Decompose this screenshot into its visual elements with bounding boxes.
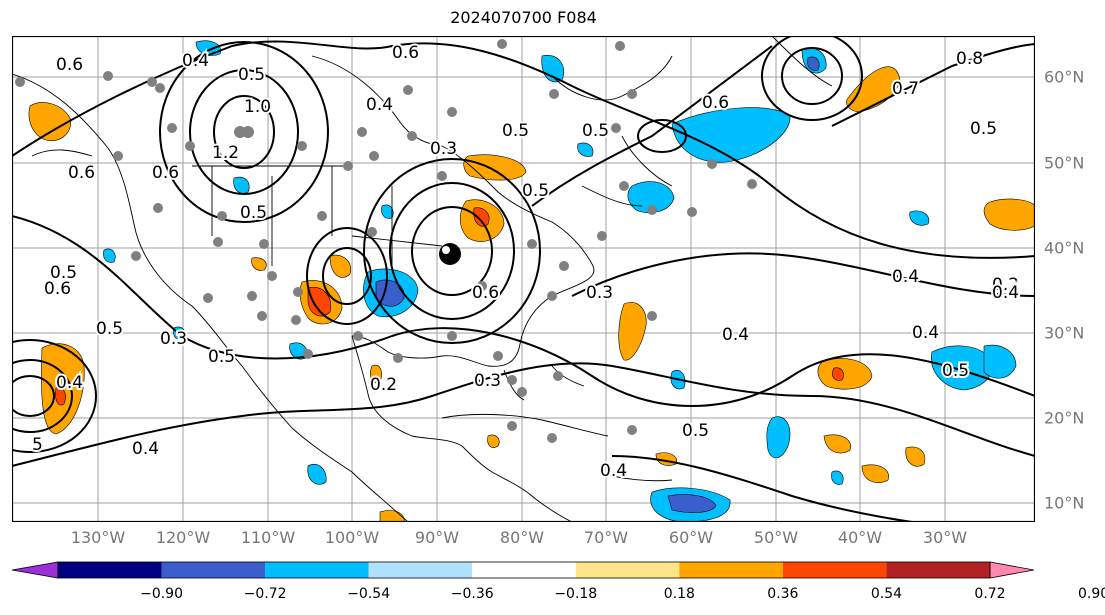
latitude-label: 50°N bbox=[1044, 153, 1085, 173]
contour-label: 0.4 bbox=[182, 51, 209, 71]
colorbar-segment bbox=[368, 562, 473, 578]
contour-label: 0.3 bbox=[474, 371, 501, 391]
map-title: 2024070700 F084 bbox=[450, 8, 597, 27]
contour-label: 0.4 bbox=[992, 283, 1019, 303]
colorbar-segment bbox=[58, 562, 162, 578]
contour-label: 0.5 bbox=[50, 263, 77, 283]
colorbar-tick-label: −0.90 bbox=[140, 586, 183, 602]
contour-label: 0.4 bbox=[912, 323, 939, 343]
contour-label: 0.3 bbox=[430, 139, 457, 159]
longitude-label: 100°W bbox=[324, 528, 380, 547]
longitude-label: 120°W bbox=[155, 528, 211, 547]
contour-label: 0.2 bbox=[370, 375, 397, 395]
contour-label: 0.3 bbox=[160, 329, 187, 349]
map-plot: 0.6 0.40.50.60.40.50.30.50.50.60.80.70.51… bbox=[12, 36, 1035, 522]
graticule bbox=[12, 36, 1035, 522]
contour-label: 0.5 bbox=[238, 65, 265, 85]
contour-label: 0.5 bbox=[208, 347, 235, 367]
shaded-fields bbox=[28, 40, 1035, 522]
contour-label: 1.0 bbox=[244, 97, 271, 117]
contours bbox=[12, 36, 1035, 522]
colorbar-tick-label: −0.18 bbox=[554, 586, 598, 602]
colorbar bbox=[11, 561, 1035, 579]
colorbar-tick-label: 0.18 bbox=[663, 586, 695, 602]
colorbar-extend-high bbox=[989, 561, 1035, 579]
latitude-label: 10°N bbox=[1044, 493, 1085, 513]
contour-label: 0.5 bbox=[502, 121, 529, 141]
colorbar-tick-label: −0.36 bbox=[450, 586, 494, 602]
contour-label: 0.8 bbox=[956, 49, 983, 69]
contour-label: 0.6 bbox=[56, 55, 83, 75]
colorbar-extend-low bbox=[11, 561, 59, 579]
contour-labels: 0.6 0.40.50.60.40.50.30.50.50.60.80.70.51… bbox=[30, 41, 1021, 483]
colorbar-segment bbox=[575, 562, 680, 578]
colorbar-segment bbox=[161, 562, 266, 578]
longitude-label: 110°W bbox=[240, 528, 296, 547]
contour-label: 0.4 bbox=[600, 461, 627, 481]
longitude-label: 70°W bbox=[583, 528, 629, 547]
longitude-label: 60°W bbox=[668, 528, 714, 547]
contour-label: 0.5 bbox=[240, 203, 267, 223]
contour-label: 0.4 bbox=[892, 267, 919, 287]
contour-label: 0.5 bbox=[582, 121, 609, 141]
longitude-label: 90°W bbox=[414, 528, 460, 547]
contour-label: 0.4 bbox=[132, 439, 159, 459]
colorbar-segment bbox=[265, 562, 369, 578]
latitude-label: 30°N bbox=[1044, 323, 1085, 343]
longitude-label: 40°W bbox=[837, 528, 883, 547]
contour-label: 0.4 bbox=[366, 95, 393, 115]
colorbar-tick-label: −0.72 bbox=[243, 586, 287, 602]
colorbar-segment bbox=[472, 562, 576, 578]
latitude-label: 20°N bbox=[1044, 408, 1085, 428]
contour-label: 0.3 bbox=[586, 283, 613, 303]
contour-label: 0.5 bbox=[96, 319, 123, 339]
latitude-label: 40°N bbox=[1044, 238, 1085, 258]
contour-label: 0.6 bbox=[68, 163, 95, 183]
contour-label: 0.5 bbox=[970, 119, 997, 139]
colorbar-segment bbox=[886, 562, 990, 578]
contour-label: 0.2 bbox=[992, 275, 1019, 295]
contour-label: 0.6 bbox=[472, 283, 499, 303]
latitude-label: 60°N bbox=[1044, 67, 1085, 87]
colorbar-tick-label: 0.90 bbox=[1077, 586, 1105, 602]
longitude-label: 50°W bbox=[753, 528, 799, 547]
contour-label: 0.7 bbox=[892, 79, 919, 99]
contour-label: 0.4 bbox=[56, 373, 83, 393]
contour-label: 0.6 bbox=[44, 279, 71, 299]
contour-label: 0.5 bbox=[682, 421, 709, 441]
low-center-marker bbox=[439, 243, 461, 265]
coastlines bbox=[12, 36, 833, 522]
colorbar-segment bbox=[782, 562, 887, 578]
colorbar-tick-label: 0.72 bbox=[974, 586, 1006, 602]
contour-label: 0.6 bbox=[152, 163, 179, 183]
contour-label: 5 bbox=[32, 435, 43, 455]
colorbar-tick-label: 0.36 bbox=[767, 586, 799, 602]
contour-label: 0.5 bbox=[942, 361, 969, 381]
longitude-label: 30°W bbox=[922, 528, 968, 547]
contour-label: 0.6 bbox=[702, 93, 729, 113]
station-markers bbox=[15, 39, 757, 443]
colorbar-segment bbox=[679, 562, 783, 578]
longitude-label: 130°W bbox=[70, 528, 126, 547]
contour-label: 0.4 bbox=[722, 325, 749, 345]
longitude-label: 80°W bbox=[499, 528, 545, 547]
contour-label: 0.6 bbox=[392, 43, 419, 63]
contour-label: 1.2 bbox=[212, 143, 239, 163]
colorbar-tick-label: 0.54 bbox=[870, 586, 903, 602]
contour-label: 0.5 bbox=[522, 181, 549, 201]
colorbar-tick-label: −0.54 bbox=[347, 586, 391, 602]
